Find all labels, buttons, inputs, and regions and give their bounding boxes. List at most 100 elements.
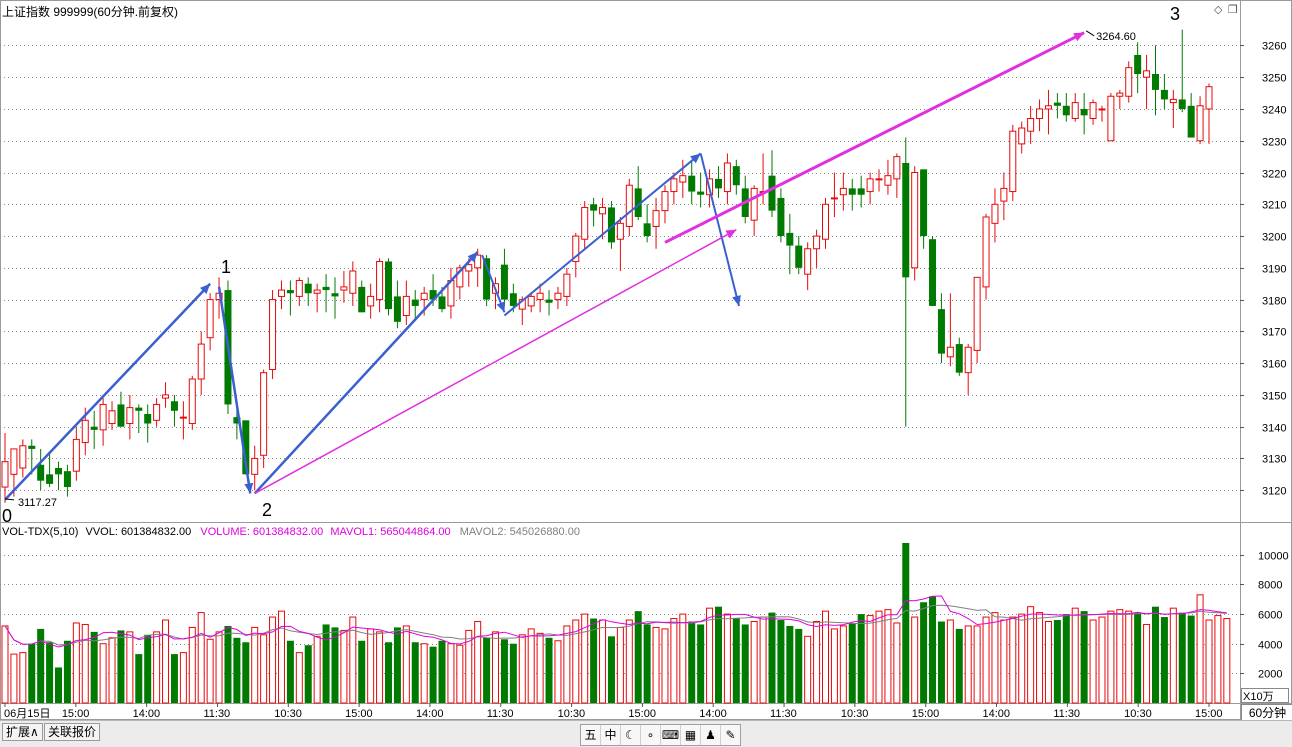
trend-line-2 [254,229,737,495]
tab-related-quotes[interactable]: 关联报价 [44,723,101,741]
volume-bar [964,625,972,704]
moon-icon[interactable]: ☾ [621,725,641,745]
volume-bar [536,632,544,704]
candle-body [1036,108,1044,119]
volume-bar [108,637,116,704]
wave-label-3: 3 [1170,4,1180,24]
grid-icon[interactable]: ▦ [681,725,701,745]
volume-bar [1000,619,1008,704]
time-axis-label: 10:30 [558,708,586,720]
candle-body [616,222,624,240]
candle-body [206,299,214,339]
candle-body [723,162,731,193]
candle-body [179,416,187,419]
volume-bar [616,626,624,704]
wave-arrow-a-b [481,254,506,313]
volume-bar [295,652,303,704]
low-marker-label: 3117.27 [18,497,57,509]
candle-body [322,286,330,291]
volume-bar [90,631,98,703]
volume-bar [144,634,152,703]
volume-bar [55,667,63,703]
vol-volume: VOLUME: 601384832.00 [200,526,324,538]
volume-bar [367,628,375,704]
candle-body [90,426,98,430]
volume-bar [625,619,633,704]
price-axis-label: 3200 [1262,232,1286,244]
volume-bar [1214,615,1222,704]
wave-arrow-2-a-head [467,251,478,263]
price-axis-label: 3190 [1262,264,1286,276]
time-axis-label: 15:00 [62,708,90,720]
candle-body [1044,105,1052,110]
volume-bar [1062,614,1070,703]
volume-bar [777,620,785,703]
volume-bar [1018,613,1026,704]
candle-body [313,289,321,294]
candle-body [28,445,36,449]
dots-icon[interactable]: ∘ [641,725,661,745]
candle-body [777,197,785,237]
volume-bar [500,639,508,703]
candle-body [367,295,375,307]
candle-body [599,206,607,215]
volume-bar [224,625,232,703]
volume-bar [1223,618,1231,704]
candle-body [1080,108,1088,116]
volume-bar [81,623,89,704]
keyboard-icon[interactable]: ⌨ [661,725,681,745]
candle-body [875,178,883,181]
candle-body [420,292,428,301]
candle-body [804,248,812,275]
tab-expand[interactable]: 扩展∧ [2,723,43,741]
volume-bar [527,628,535,704]
candle-body [197,343,205,380]
candle-body [1134,54,1142,75]
volume-bar [866,615,874,704]
volume-bar [1107,610,1115,704]
vol-mavol2: MAVOL2: 545026880.00 [459,526,580,538]
volume-bar [384,642,392,703]
volume-bar [1044,621,1052,704]
user-icon[interactable]: ♟ [701,725,721,745]
candle-body [902,162,910,278]
candle-body [72,438,80,472]
candle-body [937,309,945,354]
tool-five-icon[interactable]: 五 [581,725,601,745]
restore-icon[interactable]: ❐ [1228,4,1238,16]
candle-body [1107,95,1115,142]
time-axis-label: 14:00 [699,708,727,720]
vol-indicator-name[interactable]: VOL-TDX(5,10) [2,526,79,538]
wave-label-1: 1 [221,257,231,277]
candle-body [866,178,874,193]
price-axis-label: 3260 [1262,41,1286,53]
price-axis-label: 3180 [1262,296,1286,308]
candle-body [590,204,598,211]
candle-body [786,232,794,246]
volume-bar [1178,612,1186,703]
high-marker-label: 3264.60 [1096,31,1136,43]
candle-body [393,296,401,322]
tool-zhong-icon[interactable]: 中 [601,725,621,745]
volume-bar [884,609,892,704]
candle-body [929,239,937,306]
candle-body [1151,74,1159,90]
candle-body [1169,98,1177,104]
time-axis-label: 10:30 [274,708,302,720]
volume-bar [991,612,999,704]
volume-bar [188,626,196,704]
trend-arrow-to-3-head [1073,32,1085,42]
candle-body [964,346,972,374]
wrench-icon[interactable]: ✎ [725,728,736,742]
volume-bar [474,621,482,704]
candle-body [260,372,268,456]
candle-body [982,216,990,288]
candle-body [1018,127,1026,145]
volume-bar [697,624,705,703]
volume-bar [804,635,812,704]
diamond-icon[interactable]: ◇ [1214,4,1223,16]
candle-body [991,203,999,224]
candle-body [429,290,437,300]
time-axis-label: 15:00 [912,708,940,720]
